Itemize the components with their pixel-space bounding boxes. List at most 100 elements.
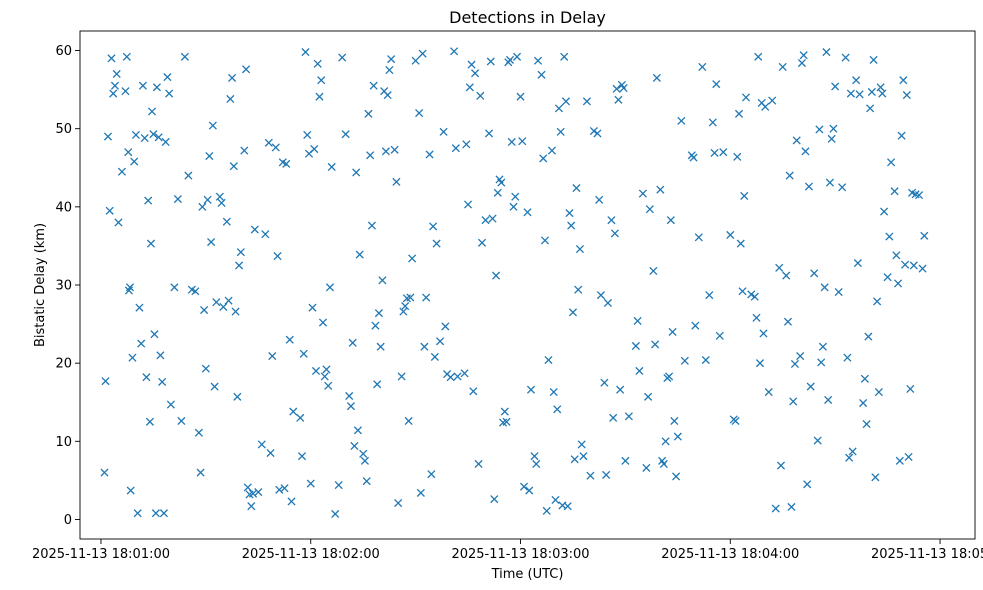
data-point [502, 417, 511, 426]
data-point [824, 395, 833, 404]
data-points [100, 47, 929, 519]
data-point [266, 448, 275, 458]
y-tick-label: 40 [55, 200, 72, 215]
data-point [768, 96, 777, 105]
data-point [373, 380, 382, 389]
data-point [668, 327, 677, 336]
data-point [318, 318, 328, 327]
data-point [297, 452, 307, 461]
data-point [462, 140, 471, 149]
data-point [154, 133, 163, 142]
data-point [694, 233, 703, 242]
data-point [792, 136, 801, 145]
data-point [366, 151, 375, 160]
data-point [105, 206, 114, 215]
data-point [486, 57, 495, 66]
data-point [194, 428, 203, 437]
data-point [609, 413, 618, 422]
data-point [789, 397, 798, 406]
data-point [331, 509, 340, 519]
data-point [586, 471, 595, 480]
data-point [710, 148, 719, 157]
x-tick-label: 2025-11-13 18:03:00 [451, 547, 589, 562]
data-point [906, 384, 915, 394]
data-point [841, 53, 850, 62]
data-point [874, 388, 883, 397]
data-point [764, 388, 773, 397]
data-point [829, 124, 838, 133]
data-point [280, 484, 289, 493]
data-point [778, 62, 787, 72]
data-point [818, 342, 827, 351]
data-point [878, 89, 887, 98]
data-point [146, 239, 156, 248]
data-point [215, 192, 224, 201]
data-point [320, 372, 329, 381]
data-point [150, 330, 159, 339]
data-point [771, 504, 780, 513]
data-point [579, 452, 588, 461]
data-point [797, 58, 807, 68]
data-point [299, 349, 308, 358]
data-point [493, 188, 502, 197]
data-point [619, 83, 628, 93]
data-point [203, 195, 212, 204]
data-point [418, 49, 427, 58]
data-point [369, 81, 378, 90]
data-point [243, 483, 252, 492]
data-point [890, 187, 899, 196]
data-point [600, 378, 609, 387]
data-point [200, 305, 209, 315]
data-point [100, 468, 109, 477]
data-point [210, 382, 219, 391]
data-point [166, 400, 175, 409]
data-point [441, 322, 450, 331]
data-point [677, 116, 686, 125]
data-point [537, 70, 546, 79]
data-point [775, 263, 784, 272]
data-point [422, 293, 431, 302]
data-point [614, 95, 623, 104]
data-point [862, 420, 871, 429]
data-point [738, 287, 747, 296]
data-point [401, 302, 410, 311]
data-point [712, 80, 721, 89]
data-point [317, 76, 326, 85]
data-point [325, 283, 335, 292]
data-point [533, 56, 543, 65]
data-point [666, 216, 675, 225]
data-point [715, 331, 724, 340]
data-point [883, 273, 892, 282]
data-point [376, 342, 385, 351]
data-point [783, 317, 793, 326]
data-point [109, 89, 118, 98]
x-tick-label: 2025-11-13 18:01:00 [32, 547, 170, 562]
data-point [880, 207, 889, 216]
data-point [733, 152, 742, 161]
data-point [801, 147, 810, 156]
data-point [644, 392, 653, 401]
data-point [158, 377, 167, 386]
data-point [593, 129, 602, 138]
data-point [512, 52, 522, 61]
data-point [289, 407, 298, 416]
data-point [895, 456, 904, 465]
data-point [264, 138, 273, 147]
data-point [128, 353, 137, 362]
data-point [761, 102, 770, 111]
data-point [436, 337, 445, 346]
data-point [416, 488, 425, 497]
data-point [855, 90, 864, 99]
data-point [451, 144, 460, 153]
data-point [224, 296, 233, 305]
data-point [310, 144, 319, 154]
data-point [271, 143, 280, 152]
y-tick-label: 30 [55, 279, 72, 294]
data-point [151, 509, 160, 518]
data-point [736, 239, 745, 248]
data-point [460, 369, 469, 378]
data-point [852, 76, 861, 85]
data-point [915, 191, 924, 200]
data-point [673, 432, 682, 441]
data-point [142, 373, 151, 382]
